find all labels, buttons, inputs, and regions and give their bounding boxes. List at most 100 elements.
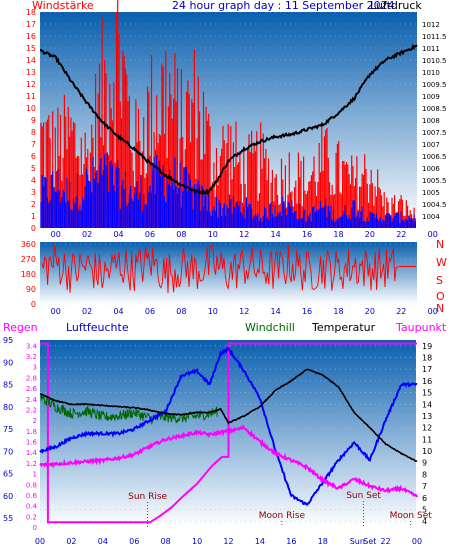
right-tick-label: 1007	[422, 141, 440, 149]
right-tick-label: 1006.5	[422, 153, 447, 161]
x-tick-label-mid: 16	[302, 307, 312, 316]
direction-tick-label: 90	[26, 285, 36, 294]
pressure-line	[40, 43, 418, 196]
x-tick-label-mid: 12	[239, 307, 249, 316]
direction-tick-label: 360	[21, 240, 36, 249]
rain-tick-label: 1.6	[26, 439, 38, 447]
left-tick-label: 3	[31, 188, 36, 197]
x-tick-label-bottom: 02	[66, 537, 76, 546]
left-tick-label: 16	[26, 32, 36, 41]
rain-tick-label: 1	[33, 471, 37, 479]
right-tick-label: 1008.5	[422, 105, 447, 113]
right-tick-label: 1010	[422, 69, 440, 77]
x-tick-label-top: 18	[333, 230, 343, 239]
x-tick-label-bottom: 06	[129, 537, 139, 546]
x-tick-label-mid: 22	[396, 307, 406, 316]
right-tick-label: 1011.5	[422, 33, 447, 41]
rain-tick-label: 2.4	[26, 396, 38, 404]
rain-tick-label: 0	[33, 524, 37, 532]
temp-tick-label: 17	[422, 365, 432, 374]
x-tick-label-mid: 08	[176, 307, 186, 316]
left-tick-label: 13	[26, 68, 36, 77]
left-tick-label: 6	[31, 152, 36, 161]
solar-line	[40, 342, 417, 524]
temp-tick-label: 16	[422, 377, 432, 386]
x-tick-label-top: 00	[51, 230, 61, 239]
windchill-line	[39, 393, 218, 425]
temperature-line	[39, 368, 418, 463]
humidity-tick-label: 95	[3, 336, 13, 345]
temp-tick-label: 8	[422, 470, 427, 479]
left-tick-label: 11	[26, 92, 36, 101]
right-tick-label: 1005	[422, 189, 440, 197]
x-tick-label-mid: 00	[51, 307, 61, 316]
right-tick-label: 1004	[422, 213, 440, 221]
rain-tick-label: 0.2	[26, 513, 37, 521]
x-tick-label-mid: 02	[82, 307, 92, 316]
x-tick-label-top: 06	[145, 230, 155, 239]
temp-tick-label: 10	[422, 447, 432, 456]
right-tick-label: 1009	[422, 93, 440, 101]
left-tick-label: 18	[26, 8, 36, 17]
x-tick-label-bottom: 16	[286, 537, 296, 546]
left-tick-label: 10	[26, 104, 36, 113]
humidity-line	[39, 346, 418, 507]
rain-tick-label: 0.8	[26, 481, 37, 489]
direction-tick-label: 0	[31, 300, 36, 309]
compass-label: W	[436, 256, 447, 269]
compass-label: N	[436, 238, 444, 251]
right-tick-label: 1008	[422, 117, 440, 125]
x-tick-label-bottom: 04	[98, 537, 108, 546]
humidity-tick-label: 70	[3, 447, 13, 456]
right-tick-label: 1005.5	[422, 177, 447, 185]
event-label: Sun Set	[346, 491, 381, 501]
temp-tick-label: 15	[422, 389, 432, 398]
left-tick-label: 4	[31, 176, 36, 185]
compass-label: N	[436, 302, 444, 315]
temp-tick-label: 11	[422, 435, 432, 444]
x-tick-label-top: 10	[208, 230, 218, 239]
x-tick-label-top: 02	[82, 230, 92, 239]
event-label: Sun Rise	[128, 492, 167, 502]
x-tick-label-top: 12	[239, 230, 249, 239]
label-windchill: Windchill	[245, 321, 295, 334]
panel-wind-direction	[40, 242, 417, 304]
temp-tick-label: 9	[422, 459, 427, 468]
x-tick-label-mid: 06	[145, 307, 155, 316]
x-tick-label-bottom: 08	[161, 537, 171, 546]
left-tick-label: 12	[26, 80, 36, 89]
x-tick-label-mid: 10	[208, 307, 218, 316]
right-tick-label: 1007.5	[422, 129, 447, 137]
dewpoint-line	[39, 424, 418, 498]
left-tick-label: 15	[26, 44, 36, 53]
x-tick-label-mid: 20	[365, 307, 375, 316]
temp-tick-label: 7	[422, 482, 427, 491]
right-tick-label: 1006	[422, 165, 440, 173]
header-title: 24 hour graph day : 11 September 2024	[172, 0, 395, 12]
left-tick-label: 1	[31, 212, 36, 221]
x-tick-label-bottom: 00	[412, 537, 422, 546]
x-tick-label-top: 14	[271, 230, 281, 239]
temp-tick-label: 14	[422, 400, 432, 409]
x-tick-label-top: 16	[302, 230, 312, 239]
x-tick-label-mid: 14	[271, 307, 281, 316]
x-tick-label-bottom: 14	[255, 537, 265, 546]
x-tick-label-mid: 00	[428, 307, 438, 316]
rain-tick-label: 1.8	[26, 428, 37, 436]
right-tick-label: 1012	[422, 21, 440, 29]
temp-tick-label: 4	[422, 517, 427, 526]
label-humidity: Luftfeuchte	[66, 321, 129, 334]
right-tick-label: 1009.5	[422, 81, 447, 89]
temp-tick-label: 12	[422, 424, 432, 433]
left-tick-label: 0	[31, 224, 36, 233]
right-tick-label: 1011	[422, 45, 440, 53]
humidity-tick-label: 90	[3, 358, 13, 367]
x-tick-label-bottom: 18	[318, 537, 328, 546]
label-regen: Regen	[3, 321, 38, 334]
rain-tick-label: 0.4	[26, 503, 38, 511]
rain-tick-label: 1.2	[26, 460, 37, 468]
x-tick-label-mid: 04	[113, 307, 123, 316]
direction-tick-label: 270	[21, 255, 36, 264]
left-tick-label: 8	[31, 128, 36, 137]
x-tick-label-bottom: 10	[192, 537, 202, 546]
